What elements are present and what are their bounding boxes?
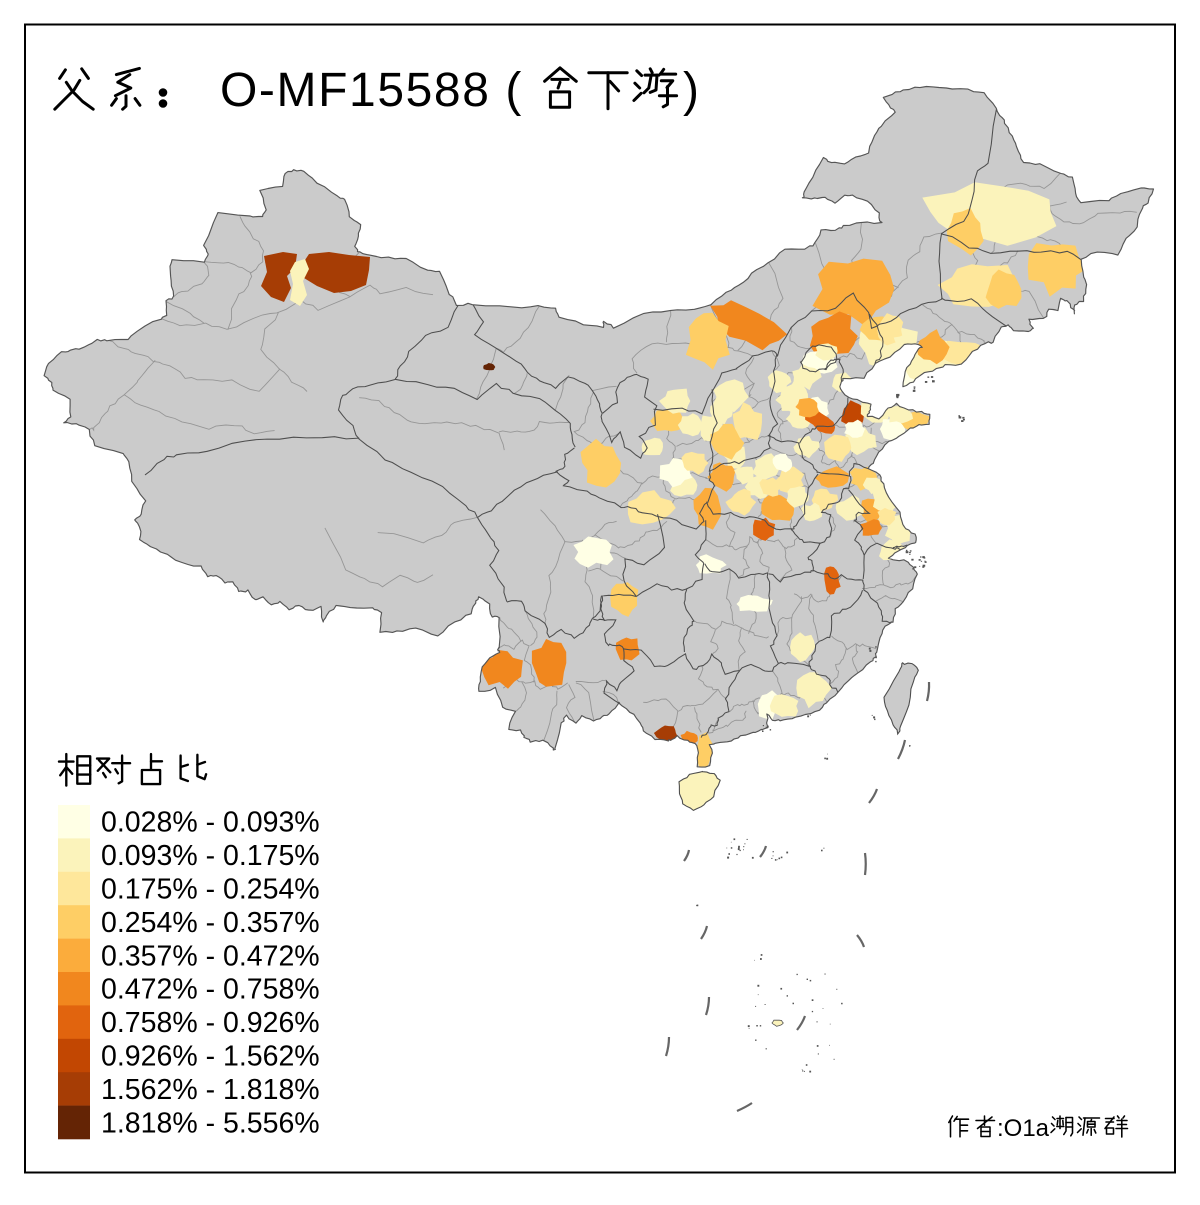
svg-text:0.175% - 0.254%: 0.175% - 0.254% [101, 874, 320, 906]
svg-text:0.028% - 0.093%: 0.028% - 0.093% [101, 807, 320, 839]
svg-text:0.472% - 0.758%: 0.472% - 0.758% [101, 974, 320, 1006]
svg-text:0.254% - 0.357%: 0.254% - 0.357% [101, 907, 320, 939]
svg-text:0.093% - 0.175%: 0.093% - 0.175% [101, 840, 320, 872]
svg-text:0.758% - 0.926%: 0.758% - 0.926% [101, 1007, 320, 1039]
svg-text:O-MF15588 (: O-MF15588 ( [220, 64, 523, 117]
svg-text:0.357% - 0.472%: 0.357% - 0.472% [101, 940, 320, 972]
svg-text:1.562% - 1.818%: 1.562% - 1.818% [101, 1074, 320, 1106]
svg-text:0.926% - 1.562%: 0.926% - 1.562% [101, 1041, 320, 1073]
svg-text:1.818% - 5.556%: 1.818% - 5.556% [101, 1107, 320, 1139]
svg-text::O1a: :O1a [997, 1115, 1050, 1142]
svg-text:): ) [683, 64, 699, 117]
